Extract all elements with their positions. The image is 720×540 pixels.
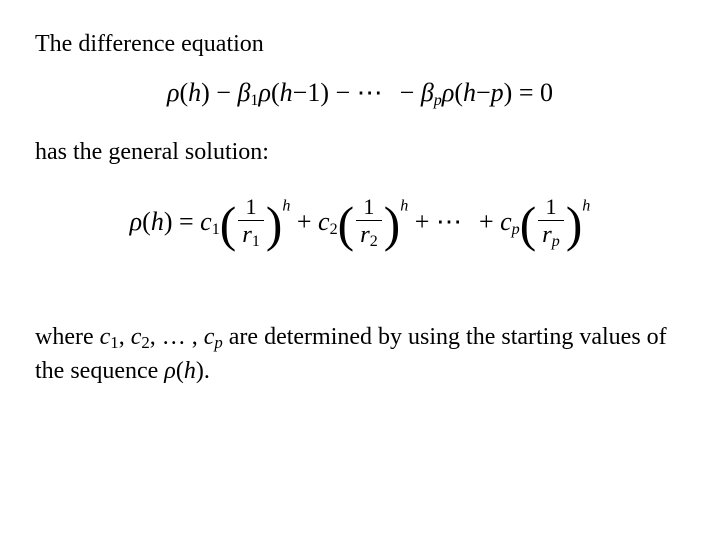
beta: β [237, 78, 250, 107]
num1: 1 [238, 196, 264, 220]
cp-sub: p [512, 221, 520, 238]
expp: h [582, 198, 590, 215]
c2: c [318, 207, 330, 236]
var-p: p [491, 78, 504, 107]
intro-line-1: The difference equation [35, 28, 685, 60]
slide: The difference equation ρ(h) − β1ρ(h−1) … [0, 0, 720, 431]
minus2: − [293, 78, 308, 107]
var-h3: h [463, 78, 476, 107]
term-2: c2(1r2)h [318, 197, 408, 251]
intro-line-2: has the general solution: [35, 136, 685, 168]
plus3: + [479, 207, 494, 236]
wc2s: 2 [141, 333, 149, 352]
minus: − [216, 78, 231, 107]
zero: 0 [540, 78, 553, 107]
var-h2: h [280, 78, 293, 107]
difference-equation: ρ(h) − β1ρ(h−1) − ⋯ − βpρ(h−p) = 0 [35, 78, 685, 110]
beta-p: β [421, 78, 434, 107]
sol-ellipsis: ⋯ [436, 207, 462, 236]
sol-eq: = [179, 207, 194, 236]
wcps: p [214, 333, 222, 352]
wc2: c [131, 324, 142, 350]
minus3: − [335, 78, 350, 107]
term-p: cp(1rp)h [500, 197, 590, 251]
wc1s: 1 [110, 333, 118, 352]
c1-sub: 1 [212, 221, 220, 238]
rho2: ρ [258, 78, 270, 107]
where-clause: where c1, c2, … , cp are determined by u… [35, 321, 685, 387]
where-h: h [184, 358, 196, 384]
minus4: − [400, 78, 415, 107]
c2-sub: 2 [330, 221, 338, 238]
sol-h: h [151, 207, 164, 236]
plus2: + [415, 207, 430, 236]
equals: = [519, 78, 534, 107]
rho3: ρ [442, 78, 454, 107]
minus5: − [476, 78, 491, 107]
rho: ρ [167, 78, 179, 107]
ellipsis: ⋯ [357, 78, 383, 107]
rp-sub: p [552, 233, 560, 250]
c1: c [200, 207, 212, 236]
r1: r [242, 221, 252, 248]
sol-rho: ρ [130, 207, 142, 236]
wcp: c [204, 324, 215, 350]
exp1: h [282, 198, 290, 215]
general-solution: ρ(h) = c1(1r1)h + c2(1r2)h + ⋯ + cp(1rp)… [35, 197, 685, 251]
plus1: + [297, 207, 312, 236]
exp2: h [400, 198, 408, 215]
nump: 1 [538, 196, 564, 220]
num2: 1 [356, 196, 382, 220]
term-1: c1(1r1)h [200, 197, 290, 251]
where-word: where [35, 324, 100, 350]
where-rho: ρ [164, 358, 176, 384]
sub-p: p [434, 92, 442, 109]
r2: r [360, 221, 370, 248]
cp: c [500, 207, 512, 236]
rp: r [542, 221, 552, 248]
var-h: h [188, 78, 201, 107]
wc1: c [100, 324, 111, 350]
r1-sub: 1 [252, 233, 260, 250]
r2-sub: 2 [370, 233, 378, 250]
where-period: . [204, 358, 210, 384]
